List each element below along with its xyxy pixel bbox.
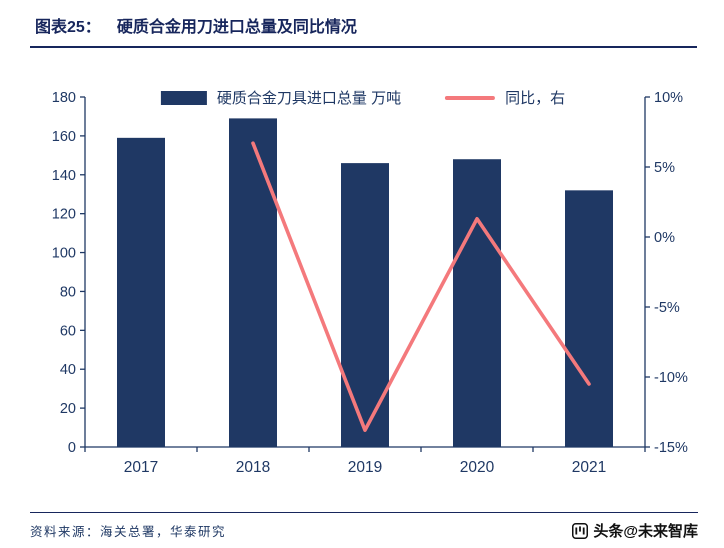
bar-2020 [453,159,501,447]
x-axis-category-label: 2017 [124,459,158,476]
title-divider [30,46,697,48]
bar-legend-swatch [160,90,207,105]
x-axis-category-label: 2019 [348,459,382,476]
bar-2017 [117,137,165,448]
left-axis-tick-label: 0 [68,440,76,456]
right-axis-tick-label: -10% [654,370,688,386]
right-axis-tick-label: -5% [654,300,680,316]
bar-2019 [341,163,389,447]
left-axis-tick-label: 40 [60,362,76,378]
chart-header: 图表25： 硬质合金用刀进口总量及同比情况 [0,0,724,48]
combo-chart-svg: 0 20 40 60 80 100 120 140 160 180 -15% -10% -5% 0% 5% 1… [52,90,688,476]
line-legend-label: 同比，右 [505,90,566,107]
left-axis-tick-label: 60 [60,323,76,339]
footer-divider [30,511,698,513]
right-axis-tick-label: 5% [654,160,675,176]
chart-title-row: 图表25： 硬质合金用刀进口总量及同比情况 [30,13,697,37]
right-axis-tick-label: 10% [654,90,683,106]
left-axis-tick-label: 20 [60,401,76,417]
x-axis-category-label: 2018 [236,459,270,476]
x-axis-category-label: 2020 [460,459,495,476]
chart-footer: 资料来源：海关总署，华泰研究 头条@未来智库 [0,511,724,548]
bar-legend-label: 硬质合金刀具进口总量 万吨 [216,90,402,107]
yoy-line [251,141,591,432]
line-legend-swatch [445,95,496,100]
toutiao-logo-icon [572,522,589,539]
left-axis-tick-label: 80 [60,284,76,300]
left-axis-tick-label: 140 [52,168,76,184]
x-axis-category-label: 2021 [572,459,606,476]
right-axis-tick-label: 0% [654,230,675,246]
right-axis-tick-label: -15% [654,440,688,456]
chart-number-label: 图表25： [35,19,101,36]
chart-legend: 硬质合金刀具进口总量 万吨 同比，右 [160,87,566,108]
watermark-text: 头条@未来智库 [593,523,698,540]
bar-2018 [229,118,277,447]
combo-chart: 0 20 40 60 80 100 120 140 160 180 -15% -10% -5% 0% 5% 1… [30,84,696,484]
brand-watermark: 头条@未来智库 [572,520,698,541]
left-axis-tick-label: 120 [52,207,76,223]
left-axis-tick-label: 160 [52,129,76,145]
bar-2021 [565,190,613,447]
footer-row: 资料来源：海关总署，华泰研究 头条@未来智库 [30,520,698,541]
chart-title: 硬质合金用刀进口总量及同比情况 [116,19,357,36]
source-note: 资料来源：海关总署，华泰研究 [30,525,227,539]
left-axis-tick-label: 180 [52,90,76,106]
left-axis-tick-label: 100 [52,246,76,262]
